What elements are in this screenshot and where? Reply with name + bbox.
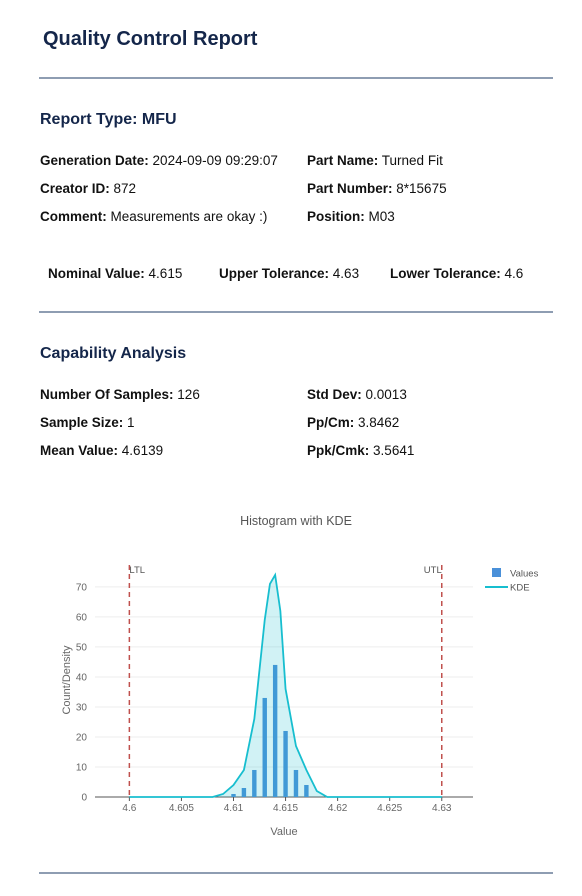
field-value: 0.0013 <box>365 387 407 402</box>
field: Mean Value: 4.6139 <box>40 443 307 471</box>
section-heading: Report Type: MFU <box>40 111 177 128</box>
x-tick-label: 4.605 <box>169 803 194 814</box>
x-tick-label: 4.6 <box>122 803 136 814</box>
legend-label: KDE <box>510 583 530 594</box>
legend-label: Values <box>510 569 539 580</box>
field: Upper Tolerance: 4.63 <box>219 266 390 281</box>
field-label: Part Number: <box>307 181 393 196</box>
field-value: 4.615 <box>148 266 183 281</box>
field: Generation Date: 2024-09-09 09:29:07 <box>40 153 307 181</box>
y-tick-label: 10 <box>76 762 88 773</box>
x-tick-label: 4.625 <box>377 803 402 814</box>
field: Part Number: 8*15675 <box>307 181 553 209</box>
report-fields: Generation Date: 2024-09-09 09:29:07 Part… <box>40 153 553 237</box>
bar <box>293 769 299 797</box>
y-tick-label: 50 <box>76 642 88 653</box>
field-label: Lower Tolerance: <box>390 266 501 281</box>
field-label: Creator ID: <box>40 181 110 196</box>
field-value: 3.5641 <box>373 443 415 458</box>
x-tick-label: 4.615 <box>273 803 298 814</box>
field-value: 1 <box>127 415 135 430</box>
kde-area <box>129 574 442 797</box>
limit-label: UTL <box>424 565 442 576</box>
bar <box>231 793 236 797</box>
field-label: Ppk/Cmk: <box>307 443 370 458</box>
y-tick-label: 60 <box>76 612 88 623</box>
chart: Histogram with KDE 0 10 20 30 40 50 60 70 4.6 4.60… <box>61 514 539 838</box>
field-label: Pp/Cm: <box>307 415 355 430</box>
section-heading: Capability Analysis <box>40 345 187 362</box>
capability-fields: Number Of Samples: 126 Std Dev: 0.0013 Sam… <box>40 387 553 471</box>
y-tick-label: 70 <box>76 582 88 593</box>
field-label: Upper Tolerance: <box>219 266 330 281</box>
field-value: 872 <box>113 181 137 196</box>
y-axis-title: Count/Density <box>61 645 73 715</box>
field-label: Comment: <box>40 209 107 224</box>
y-tick-label: 20 <box>76 732 88 743</box>
page-title: Quality Control Report <box>43 28 258 50</box>
field-label: Std Dev: <box>307 387 362 402</box>
field-label: Mean Value: <box>40 443 119 458</box>
field-label: Position: <box>307 209 365 224</box>
field: Lower Tolerance: 4.6 <box>390 266 561 281</box>
field: Std Dev: 0.0013 <box>307 387 553 415</box>
y-tick-label: 0 <box>81 793 87 804</box>
field-value: 126 <box>177 387 200 402</box>
field: Creator ID: 872 <box>40 181 307 209</box>
field: Number Of Samples: 126 <box>40 387 307 415</box>
field-label: Part Name: <box>307 153 379 168</box>
field: Nominal Value: 4.615 <box>48 266 219 281</box>
field-value: M03 <box>368 209 395 224</box>
bar <box>304 784 309 797</box>
field: Sample Size: 1 <box>40 415 307 443</box>
field-value: 4.6139 <box>121 443 164 458</box>
x-axis-title: Value <box>270 826 297 838</box>
bar <box>252 769 257 797</box>
y-tick-label: 40 <box>76 672 88 683</box>
kde-line <box>129 572 442 798</box>
x-tick-label: 4.63 <box>432 803 452 814</box>
field: Position: M03 <box>307 209 553 237</box>
limit-label: LTL <box>129 565 145 576</box>
x-tick-label: 4.62 <box>328 803 348 814</box>
bar <box>283 730 288 797</box>
field-value: 2024-09-09 09:29:07 <box>152 153 278 168</box>
divider <box>39 77 553 79</box>
field-value: Measurements are okay :) <box>110 209 268 224</box>
tolerances: Nominal Value: 4.615 Upper Tolerance: 4.6… <box>48 266 561 281</box>
y-tick-label: 30 <box>76 702 88 713</box>
field-value: 4.63 <box>332 266 360 281</box>
field: Part Name: Turned Fit <box>307 153 553 181</box>
field: Pp/Cm: 3.8462 <box>307 415 553 443</box>
field-label: Sample Size: <box>40 415 124 430</box>
divider <box>39 311 553 313</box>
legend-swatch <box>492 568 501 577</box>
field-value: 3.8462 <box>358 415 400 430</box>
bar <box>241 787 247 797</box>
chart-title: Histogram with KDE <box>240 514 352 528</box>
field: Comment: Measurements are okay :) <box>40 209 307 237</box>
field-label: Nominal Value: <box>48 266 145 281</box>
field-label: Number Of Samples: <box>40 387 174 402</box>
bar <box>272 664 278 797</box>
x-tick-label: 4.61 <box>224 803 244 814</box>
divider <box>39 872 553 874</box>
field-value: Turned Fit <box>381 153 443 168</box>
field-value: 8*15675 <box>396 181 447 196</box>
field-value: 4.6 <box>504 266 524 281</box>
field: Ppk/Cmk: 3.5641 <box>307 443 553 471</box>
bar <box>262 697 267 797</box>
field-label: Generation Date: <box>40 153 149 168</box>
